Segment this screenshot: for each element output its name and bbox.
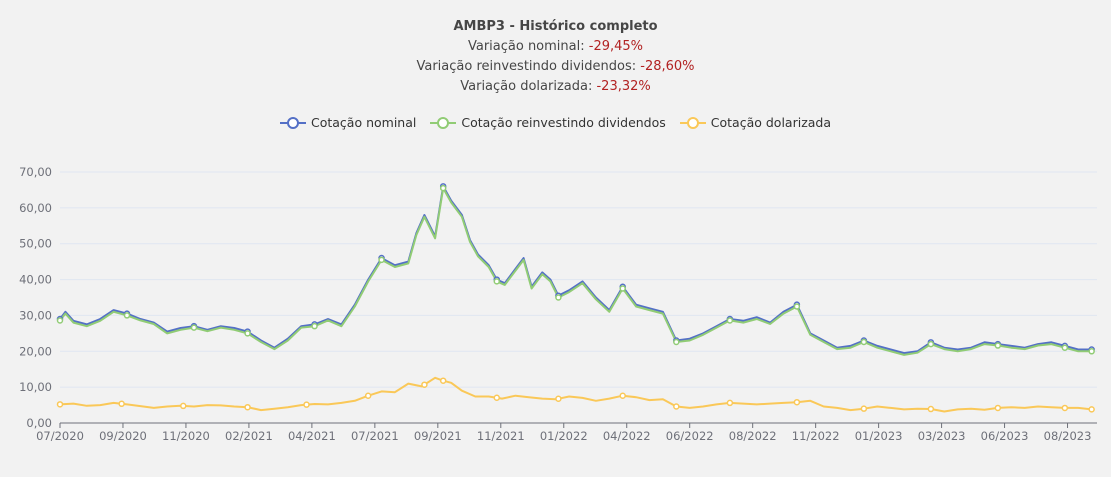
nominal-variation: Variação nominal: -29,45%	[0, 37, 1111, 57]
x-tick-label: 04/2022	[603, 429, 651, 443]
dollar-point	[244, 403, 251, 411]
y-tick-label: 40,00	[19, 273, 52, 287]
dividends-series-line	[59, 187, 1092, 356]
nominal-variation-value: -29,45%	[588, 39, 644, 54]
x-tick-label: 11/2022	[792, 429, 840, 443]
dollar-point	[673, 403, 680, 410]
dollar-point	[860, 405, 868, 412]
chart-title: AMBP3 - Histórico completo	[453, 19, 658, 34]
dollar-point	[439, 377, 447, 384]
dividends-point	[793, 303, 801, 310]
legend-item-dollar[interactable]: Cotação dolarizada	[679, 115, 832, 130]
legend-dollar-icon	[679, 116, 706, 129]
y-tick-label: 20,00	[19, 344, 52, 358]
x-tick-label: 07/2020	[36, 429, 84, 443]
dividends-point	[123, 312, 131, 319]
dividends-point	[439, 184, 447, 192]
dividends-point	[726, 317, 734, 324]
x-tick-label: 06/2022	[666, 429, 714, 443]
dollar-series-line	[59, 376, 1092, 413]
chart-legend: Cotação nominal Cotação reinvestindo div…	[0, 115, 1111, 130]
dividends-variation-label: Variação reinvestindo dividendos:	[416, 59, 641, 74]
dividends-point	[311, 322, 318, 330]
legend-nominal-icon	[279, 116, 306, 129]
legend-item-nominal[interactable]: Cotação nominal	[279, 115, 417, 130]
dollar-point	[493, 394, 501, 402]
dividends-point	[190, 324, 198, 331]
y-tick-label: 50,00	[19, 237, 52, 251]
dollar-point	[619, 392, 626, 399]
x-tick-label: 11/2020	[162, 429, 210, 443]
x-tick-label: 08/2023	[1044, 429, 1092, 443]
dollar-point	[555, 395, 562, 403]
dollar-point	[994, 404, 1002, 412]
x-tick-label: 07/2021	[351, 429, 399, 443]
x-tick-label: 06/2023	[981, 429, 1029, 443]
dividends-point	[927, 340, 935, 348]
legend-item-dividends[interactable]: Cotação reinvestindo dividendos	[430, 115, 666, 130]
y-tick-label: 10,00	[19, 380, 52, 394]
dollar-point	[56, 401, 64, 408]
dividends-point	[378, 256, 385, 264]
dollar-variation-value: -23,32%	[596, 79, 651, 94]
dollar-point	[927, 405, 935, 413]
dollar-point	[180, 402, 187, 410]
x-tick-label: 09/2021	[414, 429, 462, 443]
legend-nominal-label: Cotação nominal	[310, 115, 417, 130]
dividends-point	[994, 342, 1002, 349]
y-tick-label: 0,00	[26, 416, 52, 430]
dividends-point	[56, 317, 64, 324]
dollar-point	[421, 381, 428, 388]
dollar-variation-label: Variação dolarizada:	[460, 79, 597, 94]
dividends-variation-value: -28,60%	[640, 59, 695, 74]
x-tick-label: 08/2022	[729, 429, 777, 443]
dollar-variation: Variação dolarizada: -23,32%	[0, 77, 1111, 97]
dividends-point	[493, 278, 501, 285]
dollar-point	[1088, 406, 1095, 413]
dollar-point	[364, 392, 372, 399]
dollar-point	[118, 400, 125, 408]
dollar-point	[303, 401, 310, 408]
y-tick-label: 60,00	[19, 201, 52, 215]
dividends-point	[1088, 348, 1095, 355]
nominal-series-line	[59, 185, 1092, 355]
x-tick-label: 02/2021	[225, 429, 273, 443]
x-tick-label: 01/2023	[855, 429, 903, 443]
dividends-point	[1061, 344, 1069, 351]
dividends-point	[244, 330, 251, 337]
x-tick-label: 11/2021	[477, 429, 525, 443]
x-tick-label: 09/2020	[99, 429, 147, 443]
y-tick-label: 30,00	[19, 308, 52, 322]
x-tick-label: 01/2022	[540, 429, 588, 443]
chart-title-block: AMBP3 - Histórico completo Variação nomi…	[0, 17, 1111, 97]
dividends-variation: Variação reinvestindo dividendos: -28,60…	[0, 57, 1111, 77]
dollar-point	[1061, 404, 1069, 412]
dividends-point	[619, 285, 626, 292]
dividends-point	[860, 338, 868, 346]
dollar-point	[726, 399, 734, 407]
x-tick-label: 04/2021	[288, 429, 336, 443]
dollar-point	[793, 398, 801, 406]
y-tick-label: 70,00	[19, 165, 52, 179]
legend-dividends-label: Cotação reinvestindo dividendos	[461, 115, 666, 130]
legend-dollar-label: Cotação dolarizada	[710, 115, 832, 130]
dividends-point	[555, 294, 562, 301]
nominal-variation-label: Variação nominal:	[467, 39, 589, 54]
dividends-point	[673, 338, 680, 346]
x-tick-label: 03/2023	[918, 429, 966, 443]
legend-dividends-icon	[430, 116, 457, 129]
